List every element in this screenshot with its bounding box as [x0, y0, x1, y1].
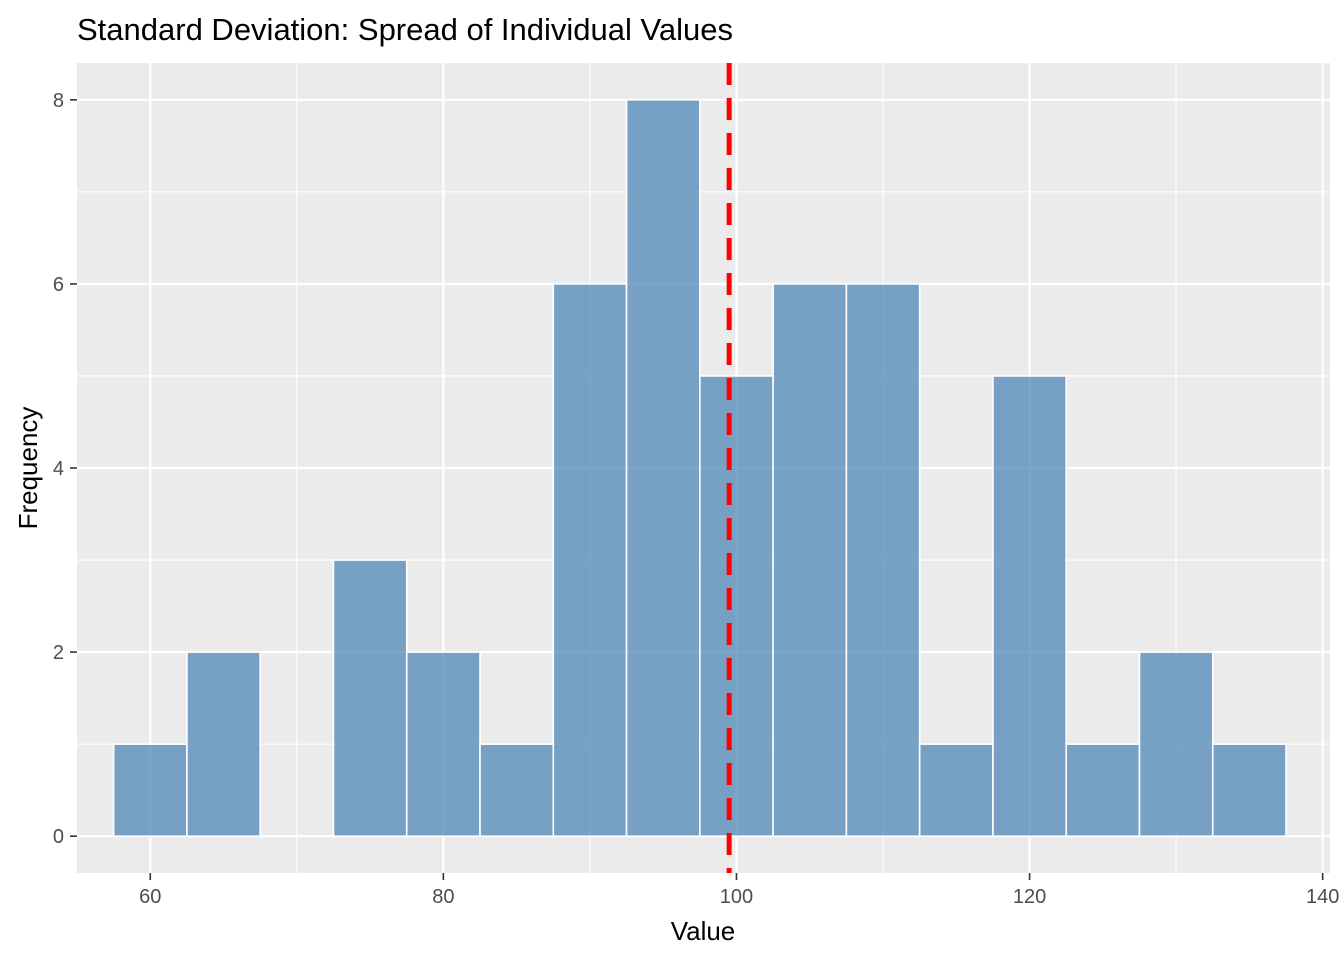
y-tick-label: 0: [53, 826, 64, 848]
y-axis: 0 2 4 6 8: [53, 90, 77, 848]
x-axis-title: Value: [671, 916, 736, 946]
histogram-bar: [405, 651, 481, 837]
histogram-bar: [845, 283, 921, 837]
histogram-bar: [625, 99, 701, 837]
histogram-bar: [186, 651, 261, 837]
histogram-bar: [332, 559, 408, 837]
y-tick-label: 2: [53, 642, 64, 664]
x-tick-label: 120: [1013, 886, 1046, 908]
histogram-bar: [1211, 743, 1287, 837]
y-tick-label: 6: [53, 274, 64, 296]
y-tick-label: 8: [53, 90, 64, 112]
y-axis-title: Frequency: [13, 407, 43, 530]
x-tick-label: 80: [432, 886, 454, 908]
x-axis: 60 80 100 120 140: [139, 873, 1339, 908]
x-tick-label: 140: [1306, 886, 1339, 908]
histogram-bar: [918, 743, 994, 837]
histogram-bar: [479, 743, 555, 837]
x-tick-label: 100: [720, 886, 753, 908]
y-tick-label: 4: [53, 458, 64, 480]
histogram-bar: [772, 283, 848, 837]
histogram-bar: [992, 375, 1068, 837]
x-tick-label: 60: [139, 886, 161, 908]
histogram-bar: [1138, 651, 1214, 837]
histogram-bar: [1065, 743, 1141, 837]
histogram-bar: [112, 743, 188, 837]
histogram-bars: [112, 99, 1287, 837]
chart-title: Standard Deviation: Spread of Individual…: [77, 12, 733, 47]
histogram-bar: [699, 375, 774, 837]
histogram-bar: [552, 283, 628, 837]
